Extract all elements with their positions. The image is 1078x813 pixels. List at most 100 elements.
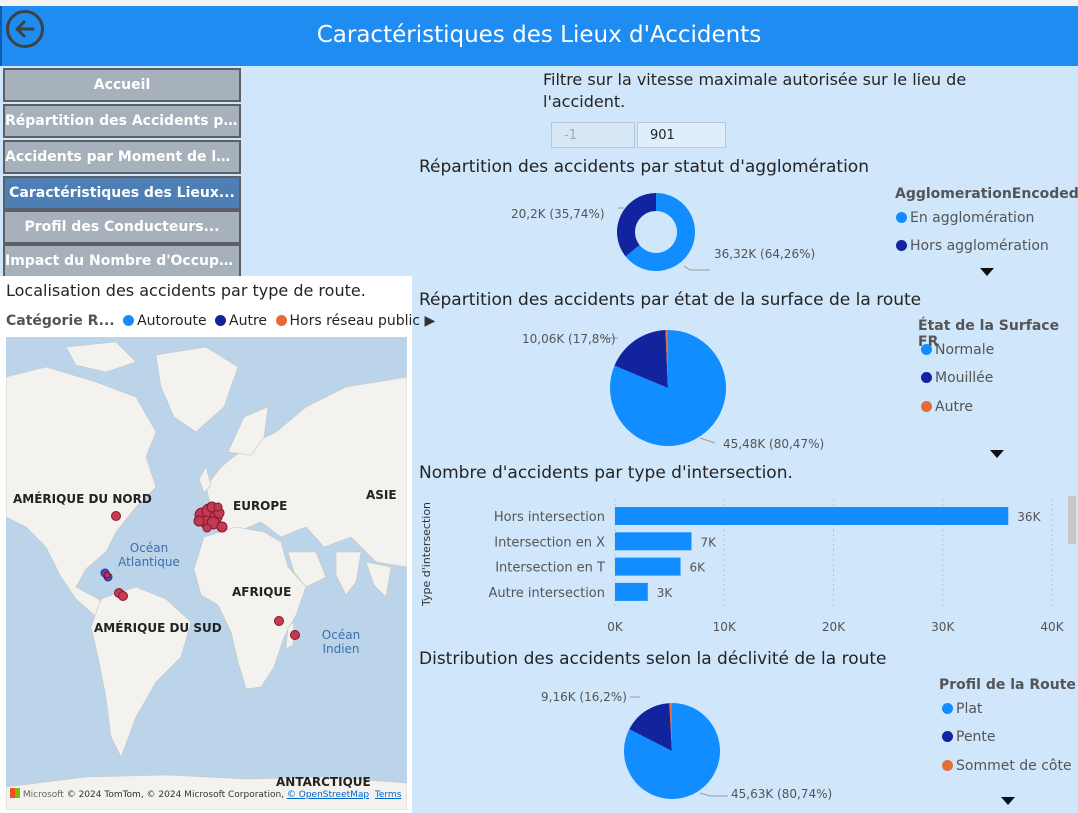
map-copyright: Microsoft © 2024 TomTom, © 2024 Microsof… (10, 788, 401, 800)
legend-autoroute[interactable]: Autoroute (137, 313, 207, 329)
map-label-asia: ASIE (366, 488, 397, 502)
x-tick-label: 0K (607, 620, 624, 634)
bar-intersection-en-t[interactable] (615, 557, 681, 576)
legend-dot-plat (942, 703, 953, 714)
legend-mouillee[interactable]: Mouillée (917, 370, 993, 386)
chart-intersection-title: Nombre d'accidents par type d'intersecti… (419, 463, 793, 483)
back-button[interactable] (6, 10, 44, 48)
slope-outer-slice-sommet-de-c-te[interactable] (669, 703, 672, 751)
map-label-antarctica: ANTARCTIQUE (276, 775, 371, 789)
chart-slope-donut[interactable] (600, 680, 750, 813)
map-label-europe: EUROPE (233, 499, 288, 513)
bar-data-label: 7K (700, 535, 717, 549)
legend-pente-label: Pente (956, 729, 996, 745)
legend-sommet[interactable]: Sommet de côte (938, 758, 1072, 774)
terms-link[interactable]: Terms (374, 790, 402, 800)
surface-slice-autre[interactable] (665, 330, 668, 388)
map-label-atlantic: Océan Atlantique (118, 541, 180, 569)
legend-normale[interactable]: Normale (917, 342, 994, 358)
legend-scroll-down-icon[interactable] (980, 268, 994, 276)
osm-link[interactable]: © OpenStreetMap (286, 790, 370, 800)
bar-category-label: Hors intersection (494, 510, 605, 525)
legend-hors-reseau[interactable]: Hors réseau public (289, 313, 421, 329)
map-land (6, 341, 407, 810)
nav-button-occupants[interactable]: Impact du Nombre d'Occupan... (3, 244, 241, 278)
bar-intersection-en-x[interactable] (615, 532, 692, 551)
legend-dot-normale (921, 344, 932, 355)
legend-mouillee-label: Mouillée (935, 370, 994, 386)
nav-button-lieux[interactable]: Caractéristiques des Lieux... (3, 176, 241, 210)
bar-data-label: 3K (657, 586, 674, 600)
map-legend-title: Catégorie R... (6, 313, 115, 329)
legend-dot-autoroute (123, 315, 135, 326)
nav-button-repartition[interactable]: Répartition des Accidents par... (3, 104, 241, 138)
map-label-north-america: AMÉRIQUE DU NORD (13, 492, 152, 506)
map-label-africa: AFRIQUE (232, 585, 292, 599)
legend-autre-surface-label: Autre (935, 399, 974, 415)
chart-surface-label-normale: 45,48K (80,47%) (723, 437, 825, 451)
chart-slope-title: Distribution des accidents selon la décl… (419, 649, 887, 669)
bar-hors-intersection[interactable] (615, 507, 1009, 525)
legend-sommet-label: Sommet de côte (956, 758, 1072, 774)
chart-slope-label-plat: 45,63K (80,74%) (731, 787, 833, 801)
world-map[interactable]: AMÉRIQUE DU NORD EUROPE ASIE AFRIQUE AMÉ… (6, 337, 407, 810)
page-title: Caractéristiques des Lieux d'Accidents (316, 22, 762, 48)
chart-agglomeration-title: Répartition des accidents par statut d'a… (419, 157, 869, 177)
legend-scroll-right-icon[interactable]: ▶ (424, 313, 436, 329)
chart-surface-label-mouillee: 10,06K (17,8%) (522, 332, 616, 346)
chart-agglomeration-legend-title: AgglomerationEncoded (895, 186, 1078, 202)
chart-slope-legend-title: Profil de la Route (939, 677, 1076, 693)
map-legend: Catégorie R... Autoroute Autre Hors rése… (6, 313, 435, 329)
legend-en-agglomeration[interactable]: En agglomération (895, 210, 1034, 226)
chart-intersection-bars[interactable]: 0K 10K 20K 30K 40K Hors intersection 36K Inters… (420, 495, 1078, 640)
speed-filter-label: Filtre sur la vitesse maximale autorisée… (543, 70, 967, 111)
legend-plat[interactable]: Plat (938, 701, 982, 717)
speed-max-input[interactable]: 901 (637, 122, 726, 148)
legend-autre-surface[interactable]: Autre (917, 399, 973, 415)
bar-data-label: 6K (690, 561, 707, 575)
map-title: Localisation des accidents par type de r… (6, 281, 366, 300)
chart-agglomeration-donut[interactable] (560, 180, 760, 290)
chart-surface-title: Répartition des accidents par état de la… (419, 290, 922, 310)
legend-plat-label: Plat (956, 701, 983, 717)
chart-agglomeration-label-en: 36,32K (64,26%) (714, 247, 816, 261)
agglomeration-slice-en-agglom-ration[interactable] (625, 193, 695, 271)
chart-scrollbar[interactable] (1068, 496, 1076, 544)
arrow-left-icon (15, 20, 35, 38)
nav-button-conducteurs[interactable]: Profil des Conducteurs... (3, 210, 241, 244)
agglomeration-slice-hors-agglom-ration[interactable] (617, 193, 656, 257)
page-header (0, 6, 1078, 66)
legend-pente[interactable]: Pente (938, 729, 996, 745)
map-label-indian: Océan Indien (321, 628, 361, 656)
bar-autre-intersection[interactable] (615, 582, 648, 601)
surface-slice-mouill-e[interactable] (614, 330, 668, 388)
legend-hors-agglomeration[interactable]: Hors agglomération (895, 238, 1049, 254)
nav-button-moment[interactable]: Accidents par Moment de la... (3, 140, 241, 174)
legend-dot-mouillee (921, 372, 932, 383)
legend-scroll-down-icon-2[interactable] (990, 450, 1004, 458)
nav-button-accueil[interactable]: Accueil (3, 68, 241, 102)
bar-category-label: Intersection en T (495, 561, 605, 576)
legend-hors-agglomeration-label: Hors agglomération (910, 238, 1049, 254)
legend-dot-pente (942, 731, 953, 742)
legend-autre[interactable]: Autre (229, 313, 268, 329)
x-tick-label: 40K (1040, 620, 1064, 634)
leader-line (699, 792, 728, 797)
legend-scroll-down-icon-3[interactable] (1001, 797, 1015, 805)
microsoft-logo-icon (10, 788, 20, 798)
x-tick-label: 10K (713, 620, 737, 634)
x-tick-label: 30K (931, 620, 955, 634)
slope-outer-slice-pente[interactable] (629, 703, 672, 751)
chart-surface-pie[interactable] (560, 318, 760, 458)
leader-line (683, 265, 710, 271)
speed-min-input[interactable]: -1 (551, 122, 635, 148)
legend-dot-hors-reseau (275, 315, 287, 326)
bar-data-label: 36K (1017, 510, 1041, 524)
bar-category-label: Intersection en X (494, 535, 605, 550)
x-tick-label: 20K (822, 620, 846, 634)
map-label-south-america: AMÉRIQUE DU SUD (94, 621, 222, 635)
map-copyright-text: © 2024 TomTom, © 2024 Microsoft Corporat… (66, 790, 287, 800)
legend-dot-en-agglomeration (896, 212, 907, 223)
bar-category-label: Autre intersection (488, 586, 605, 601)
legend-normale-label: Normale (935, 342, 995, 358)
